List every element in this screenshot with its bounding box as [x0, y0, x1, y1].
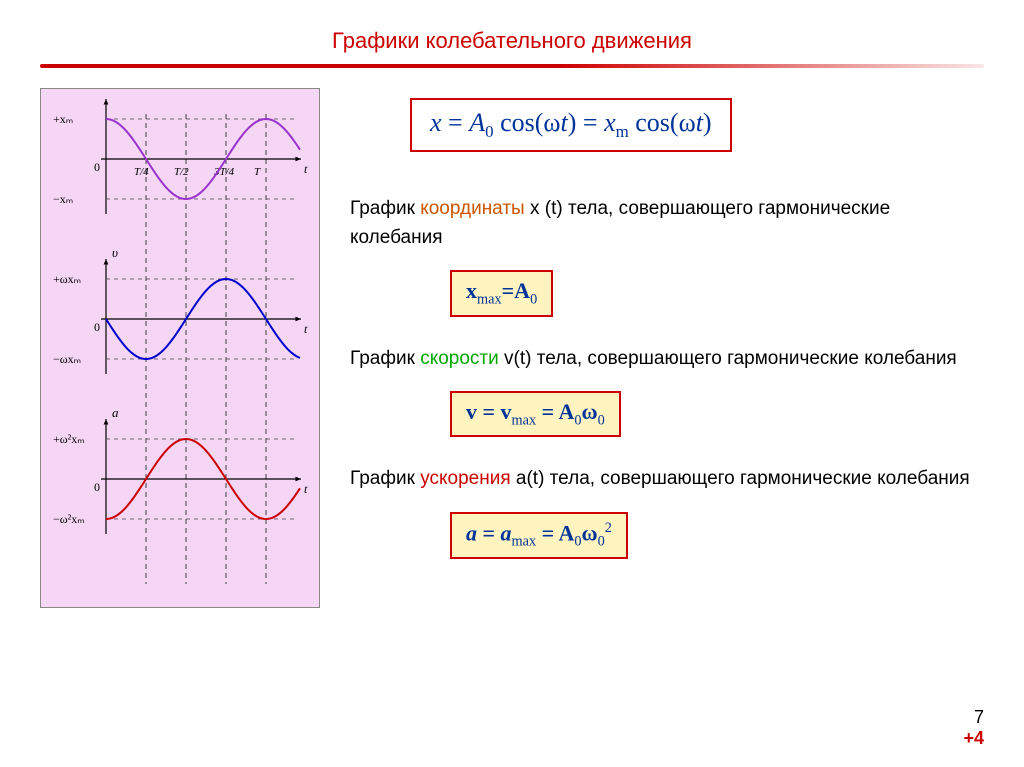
svg-text:T/4: T/4	[134, 166, 149, 178]
formula-main: x = A0 cos(ωt) = xm cos(ωt)	[410, 98, 732, 152]
page-title: Графики колебательного движения	[332, 28, 692, 53]
formula-vmax: v = vmax = A0ω0	[450, 391, 621, 437]
svg-text:t: t	[304, 482, 308, 496]
kw-coordinate: координаты	[420, 198, 525, 219]
formula-amax: a = amax = A0ω02	[450, 512, 628, 559]
svg-text:+xₘ: +xₘ	[53, 112, 73, 126]
svg-text:+ωxₘ: +ωxₘ	[53, 272, 81, 286]
svg-text:T/2: T/2	[174, 166, 189, 178]
svg-text:+ω²xₘ: +ω²xₘ	[53, 432, 85, 446]
kw-velocity: скорости	[420, 348, 499, 369]
svg-text:3T/4: 3T/4	[213, 166, 235, 178]
svg-text:t: t	[304, 162, 308, 176]
page-footer: 7 +4	[963, 707, 984, 749]
oscillation-graphs: x +xₘ −xₘ 0 t T/4 T/2 3T/4 Tυ +ωxₘ −ωxₘ 0 t a +ω²xₘ −ω²…	[51, 99, 311, 599]
svg-text:−ωxₘ: −ωxₘ	[53, 352, 81, 366]
desc-coordinate: График координаты x (t) тела, совершающе…	[350, 195, 984, 252]
desc-velocity: График скорости v(t) тела, совершающего …	[350, 345, 984, 374]
svg-text:a: a	[112, 405, 119, 420]
svg-text:0: 0	[94, 320, 100, 334]
svg-text:T: T	[254, 166, 261, 178]
graphs-panel: x +xₘ −xₘ 0 t T/4 T/2 3T/4 Tυ +ωxₘ −ωxₘ 0 t a +ω²xₘ −ω²…	[40, 88, 320, 608]
svg-text:x: x	[111, 99, 118, 100]
svg-text:−xₘ: −xₘ	[53, 192, 73, 206]
svg-text:−ω²xₘ: −ω²xₘ	[53, 512, 85, 526]
divider	[40, 64, 984, 68]
right-panel: x = A0 cos(ωt) = xm cos(ωt) График коорд…	[350, 88, 984, 608]
svg-text:υ: υ	[112, 245, 118, 260]
plus-counter: +4	[963, 728, 984, 749]
svg-text:t: t	[304, 322, 308, 336]
formula-xmax: xmax=A0	[450, 270, 553, 316]
page-number: 7	[963, 707, 984, 728]
svg-text:0: 0	[94, 160, 100, 174]
svg-text:0: 0	[94, 480, 100, 494]
kw-acceleration: ускорения	[420, 468, 510, 489]
desc-acceleration: График ускорения a(t) тела, совершающего…	[350, 465, 984, 494]
